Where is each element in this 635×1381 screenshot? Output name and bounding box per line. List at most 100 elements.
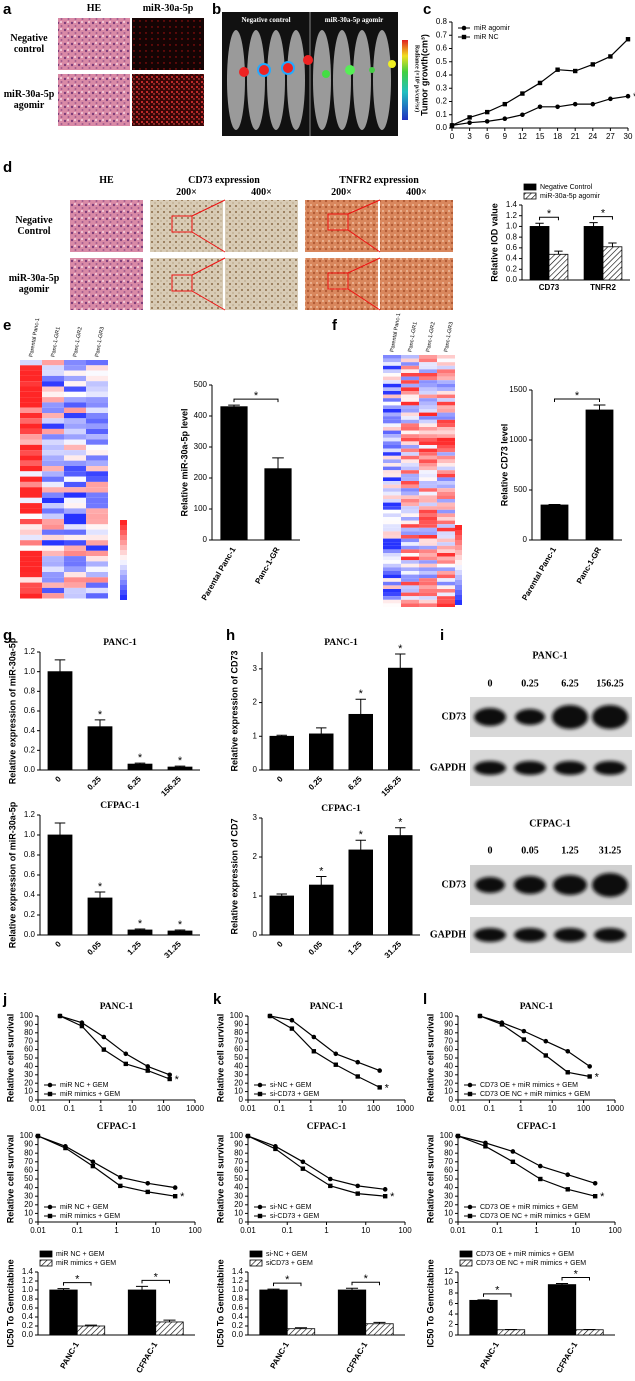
heatmap-cell [383,589,401,593]
heatmap-cell [437,563,455,568]
y-tick-label: 80 [444,1028,453,1037]
x-tick-label: 1 [99,1104,104,1113]
row-label: miR-30a-5p agomir [3,89,55,111]
heatmap-colorbar [120,565,127,570]
y-axis-label: IC50 To Gemcitabine [425,1259,435,1347]
series-line [269,1015,380,1072]
legend-marker [467,1213,473,1219]
heatmap-cell [383,506,401,510]
x-tick-label: 0.25 [307,774,325,792]
x-tick-label: CD73 [539,283,560,292]
heatmap-cell [437,484,455,489]
heatmap-cell [437,441,455,445]
error-bar [373,1321,386,1324]
heatmap-cell [437,373,455,377]
legend-swatch [249,1259,263,1267]
x-tick-label: 156.25 [159,774,183,798]
y-tick-label: 1.2 [24,647,36,656]
point [145,1068,150,1073]
point [300,1159,306,1165]
heatmap-cell [20,519,42,525]
heatmap-cell [42,397,64,403]
heatmap-cell [42,360,64,366]
heatmap-cell [20,413,42,419]
heatmap-cell [383,398,401,402]
y-tick-label: 0 [449,1217,454,1226]
y-tick-label: 10 [234,1087,243,1096]
heatmap-cell [419,592,437,597]
y-tick-label: 30 [444,1191,453,1200]
heatmap-cell [64,476,86,482]
y-tick-label: 0 [239,1095,244,1104]
row-label: Negative control [10,33,48,55]
heatmap-cell [419,538,437,543]
point [565,1048,571,1054]
heatmap-colorbar [120,595,127,600]
chart-title: PANC-1 [100,1002,134,1012]
heatmap-cell [86,492,108,498]
heatmap-cell [437,596,455,600]
heatmap-cell [64,360,86,366]
heatmap-cell [401,473,419,478]
heatmap-cell [401,578,419,582]
heatmap-cell [419,373,437,377]
y-tick-label: 80 [24,1148,33,1157]
point [377,1085,382,1090]
heatmap-cell [383,491,401,496]
column-label: HE [99,175,114,186]
heatmap-cell [437,502,455,507]
significance: * [398,817,403,829]
heatmap-cell [86,386,108,392]
heatmap-colorbar [455,595,462,600]
y-tick-label: 90 [444,1020,453,1029]
heatmap-cell [86,471,108,477]
bar [76,1325,106,1336]
heatmap-cell [86,519,108,525]
heatmap-cell [383,549,401,553]
heatmap-cell [64,439,86,445]
x-tick-label: 3 [467,132,472,141]
significance: * [319,865,324,877]
legend-label: miR NC + GEM [56,1251,105,1258]
heatmap-cell [419,362,437,366]
heatmap-cell [383,574,401,579]
heatmap-cell [437,434,455,438]
heatmap-cell [401,383,419,388]
significance-bracket [483,1293,512,1297]
y-tick-label: 1 [253,891,258,900]
y-tick-label: 0.1 [436,110,448,119]
significance-bracket [554,398,600,402]
heatmap-cell [437,448,455,453]
heatmap-cell [437,542,455,546]
heatmap-cell [419,441,437,445]
bar [87,726,113,771]
heatmap-cell [42,572,64,578]
point [608,96,613,102]
heatmap-cell [437,495,455,499]
micrograph [58,18,130,70]
x-tick-label: 1 [309,1104,314,1113]
y-axis-label: Relative expression of CD73 [229,650,239,771]
heatmap-cell [64,444,86,451]
x-tick-label: 1.25 [346,939,364,957]
heatmap-cell [42,402,64,408]
y-tick-label: 60 [24,1045,33,1054]
heatmap-colorbar [455,540,462,545]
significance: * [178,919,183,931]
heatmap-cell [86,439,108,445]
heatmap-cell [86,428,108,435]
heatmap-cell [401,423,419,427]
heatmap-cell [437,358,455,363]
heatmap-cell [20,593,42,599]
significance: * [595,1071,600,1083]
heatmap-cell [64,577,86,583]
heatmap-colorbar [120,590,127,595]
point [510,1159,516,1164]
x-tick-label: 0 [450,132,455,141]
heatmap-colorbar [120,540,127,545]
heatmap-cell [64,524,86,530]
heatmap-cell [42,481,64,488]
micrograph [132,74,204,126]
heatmap-colorbar [120,560,127,565]
x-tick-label: 0.05 [86,939,104,957]
